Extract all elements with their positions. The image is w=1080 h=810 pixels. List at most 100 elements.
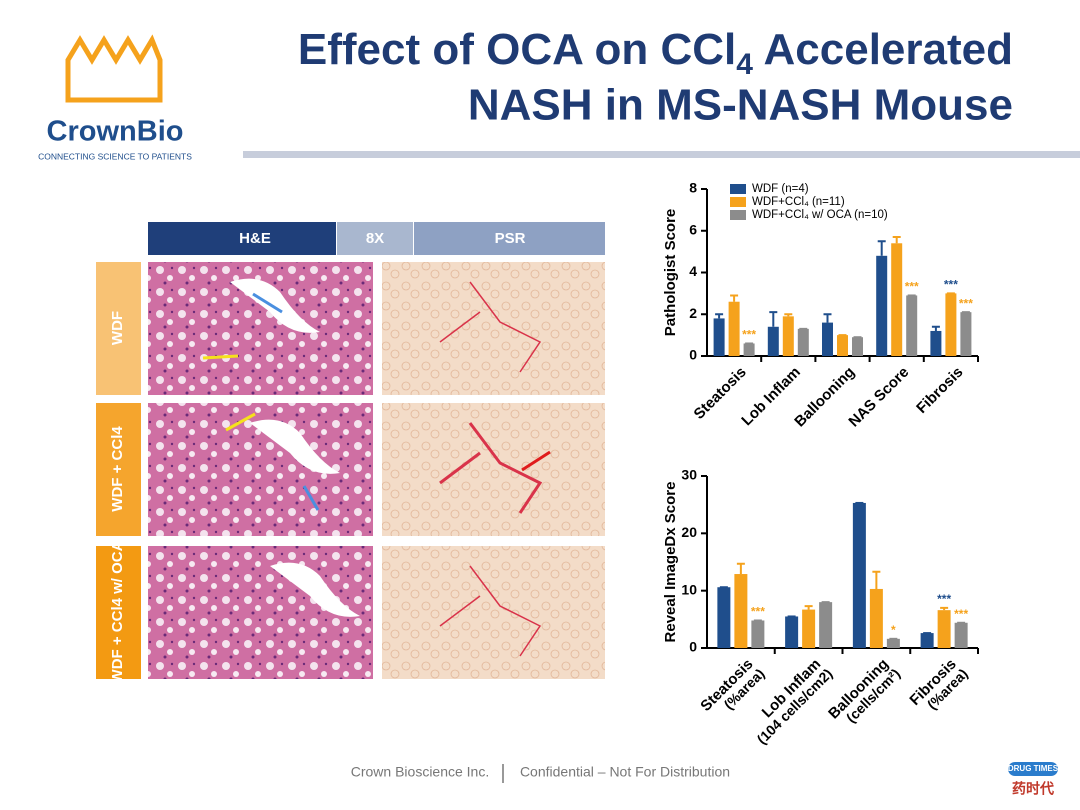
significance-label: *** — [944, 278, 958, 292]
error-bar — [931, 325, 940, 331]
error-bar — [804, 605, 813, 610]
title-text: Accelerated — [753, 25, 1013, 74]
title-line: Effect of OCA on CCl4 Accelerated — [298, 25, 1013, 81]
y-tick-label: 8 — [689, 180, 697, 196]
arrow — [302, 485, 320, 511]
significance-label: *** — [751, 605, 765, 619]
y-tick-label: 0 — [689, 639, 697, 655]
bar — [906, 295, 918, 356]
watermark-badge — [1008, 762, 1058, 776]
bar — [869, 588, 883, 648]
bar — [822, 322, 833, 356]
bar — [960, 312, 972, 356]
bar — [930, 330, 942, 356]
footer-notice: Confidential – Not For Distribution — [520, 764, 730, 780]
y-axis-label: Reveal ImageDx Score — [662, 482, 679, 643]
legend-label: WDF+CCl₄ w/ OCA (n=10) — [752, 209, 888, 221]
watermark: 药时代 — [1012, 781, 1054, 797]
legend-swatch — [730, 197, 746, 207]
vessel — [250, 419, 340, 474]
significance-label: * — [891, 623, 896, 637]
bar — [767, 326, 779, 356]
legend-label: WDF (n=4) — [752, 183, 809, 195]
error-bar — [823, 313, 832, 323]
significance-label: *** — [742, 328, 756, 342]
logo: CrownBio CONNECTING SCIENCE TO PATIENTS — [38, 34, 192, 161]
stain-label: PSR — [495, 230, 526, 247]
arrow — [202, 354, 239, 360]
bar — [852, 502, 866, 648]
bar — [954, 622, 968, 648]
bar — [852, 337, 863, 356]
title-rule — [243, 151, 1080, 158]
watermark: DRUG TIMES — [1008, 764, 1059, 773]
bar — [937, 610, 951, 648]
stain-header — [148, 222, 336, 255]
error-bar — [784, 313, 793, 317]
row-label: WDF + CCl4 w/ OCA — [109, 540, 126, 683]
bar — [837, 335, 848, 356]
crown-icon — [65, 34, 163, 103]
legend-swatch — [730, 210, 746, 220]
stain-header — [337, 222, 413, 255]
logo-tagline: CONNECTING SCIENCE TO PATIENTS — [38, 151, 192, 161]
vessel — [270, 562, 360, 617]
title-subscript: 4 — [736, 48, 753, 81]
psr-image — [382, 403, 605, 536]
bar — [785, 616, 799, 648]
bar — [751, 620, 765, 648]
bar — [920, 633, 934, 648]
bar — [797, 328, 809, 356]
psr-image — [382, 546, 605, 679]
error-bar — [877, 240, 886, 256]
footer-company: Crown Bioscience Inc. — [351, 764, 490, 780]
error-bar — [872, 570, 881, 589]
x-tick-label: Fibrosis — [913, 364, 966, 417]
bar — [713, 318, 725, 356]
row-label-box — [96, 262, 141, 395]
arrow — [225, 412, 256, 432]
y-tick-label: 4 — [689, 263, 697, 279]
y-tick-label: 20 — [681, 524, 697, 540]
bar — [782, 316, 794, 356]
error-bar — [715, 313, 724, 319]
bar — [891, 243, 903, 356]
legend-label: WDF+CCl₄ (n=11) — [752, 196, 845, 208]
collagen — [439, 565, 542, 657]
bar — [717, 587, 731, 648]
vessel — [230, 278, 320, 333]
bar — [886, 638, 900, 648]
bar — [876, 255, 888, 356]
logo-name: CrownBio — [47, 116, 184, 148]
y-tick-label: 30 — [681, 467, 697, 483]
collagen — [439, 422, 543, 514]
y-tick-label: 0 — [689, 347, 697, 363]
bar — [945, 293, 957, 356]
bar — [743, 343, 755, 356]
bar — [734, 574, 748, 648]
y-tick-label: 10 — [681, 581, 697, 597]
legend-swatch — [730, 184, 746, 194]
stain-label: H&E — [239, 230, 271, 247]
stain-header — [414, 222, 605, 255]
significance-label: *** — [954, 607, 968, 621]
title-text: Effect of OCA on CCl — [298, 25, 736, 74]
error-bar — [730, 294, 739, 302]
row-label: WDF + CCl4 — [109, 426, 126, 512]
error-bar — [940, 606, 949, 611]
psr-image — [382, 262, 605, 395]
row-label-box — [96, 546, 141, 679]
bar — [819, 602, 833, 648]
error-bar — [736, 562, 745, 575]
collagen — [439, 281, 542, 373]
y-axis-label: Pathologist Score — [662, 209, 679, 337]
y-tick-label: 2 — [689, 305, 697, 321]
significance-label: *** — [937, 592, 951, 606]
arrow — [521, 450, 551, 472]
significance-label: *** — [959, 296, 973, 310]
title-line: NASH in MS-NASH Mouse — [468, 81, 1013, 130]
arrow — [252, 292, 283, 314]
error-bar — [769, 311, 778, 327]
row-label: WDF — [109, 311, 126, 345]
